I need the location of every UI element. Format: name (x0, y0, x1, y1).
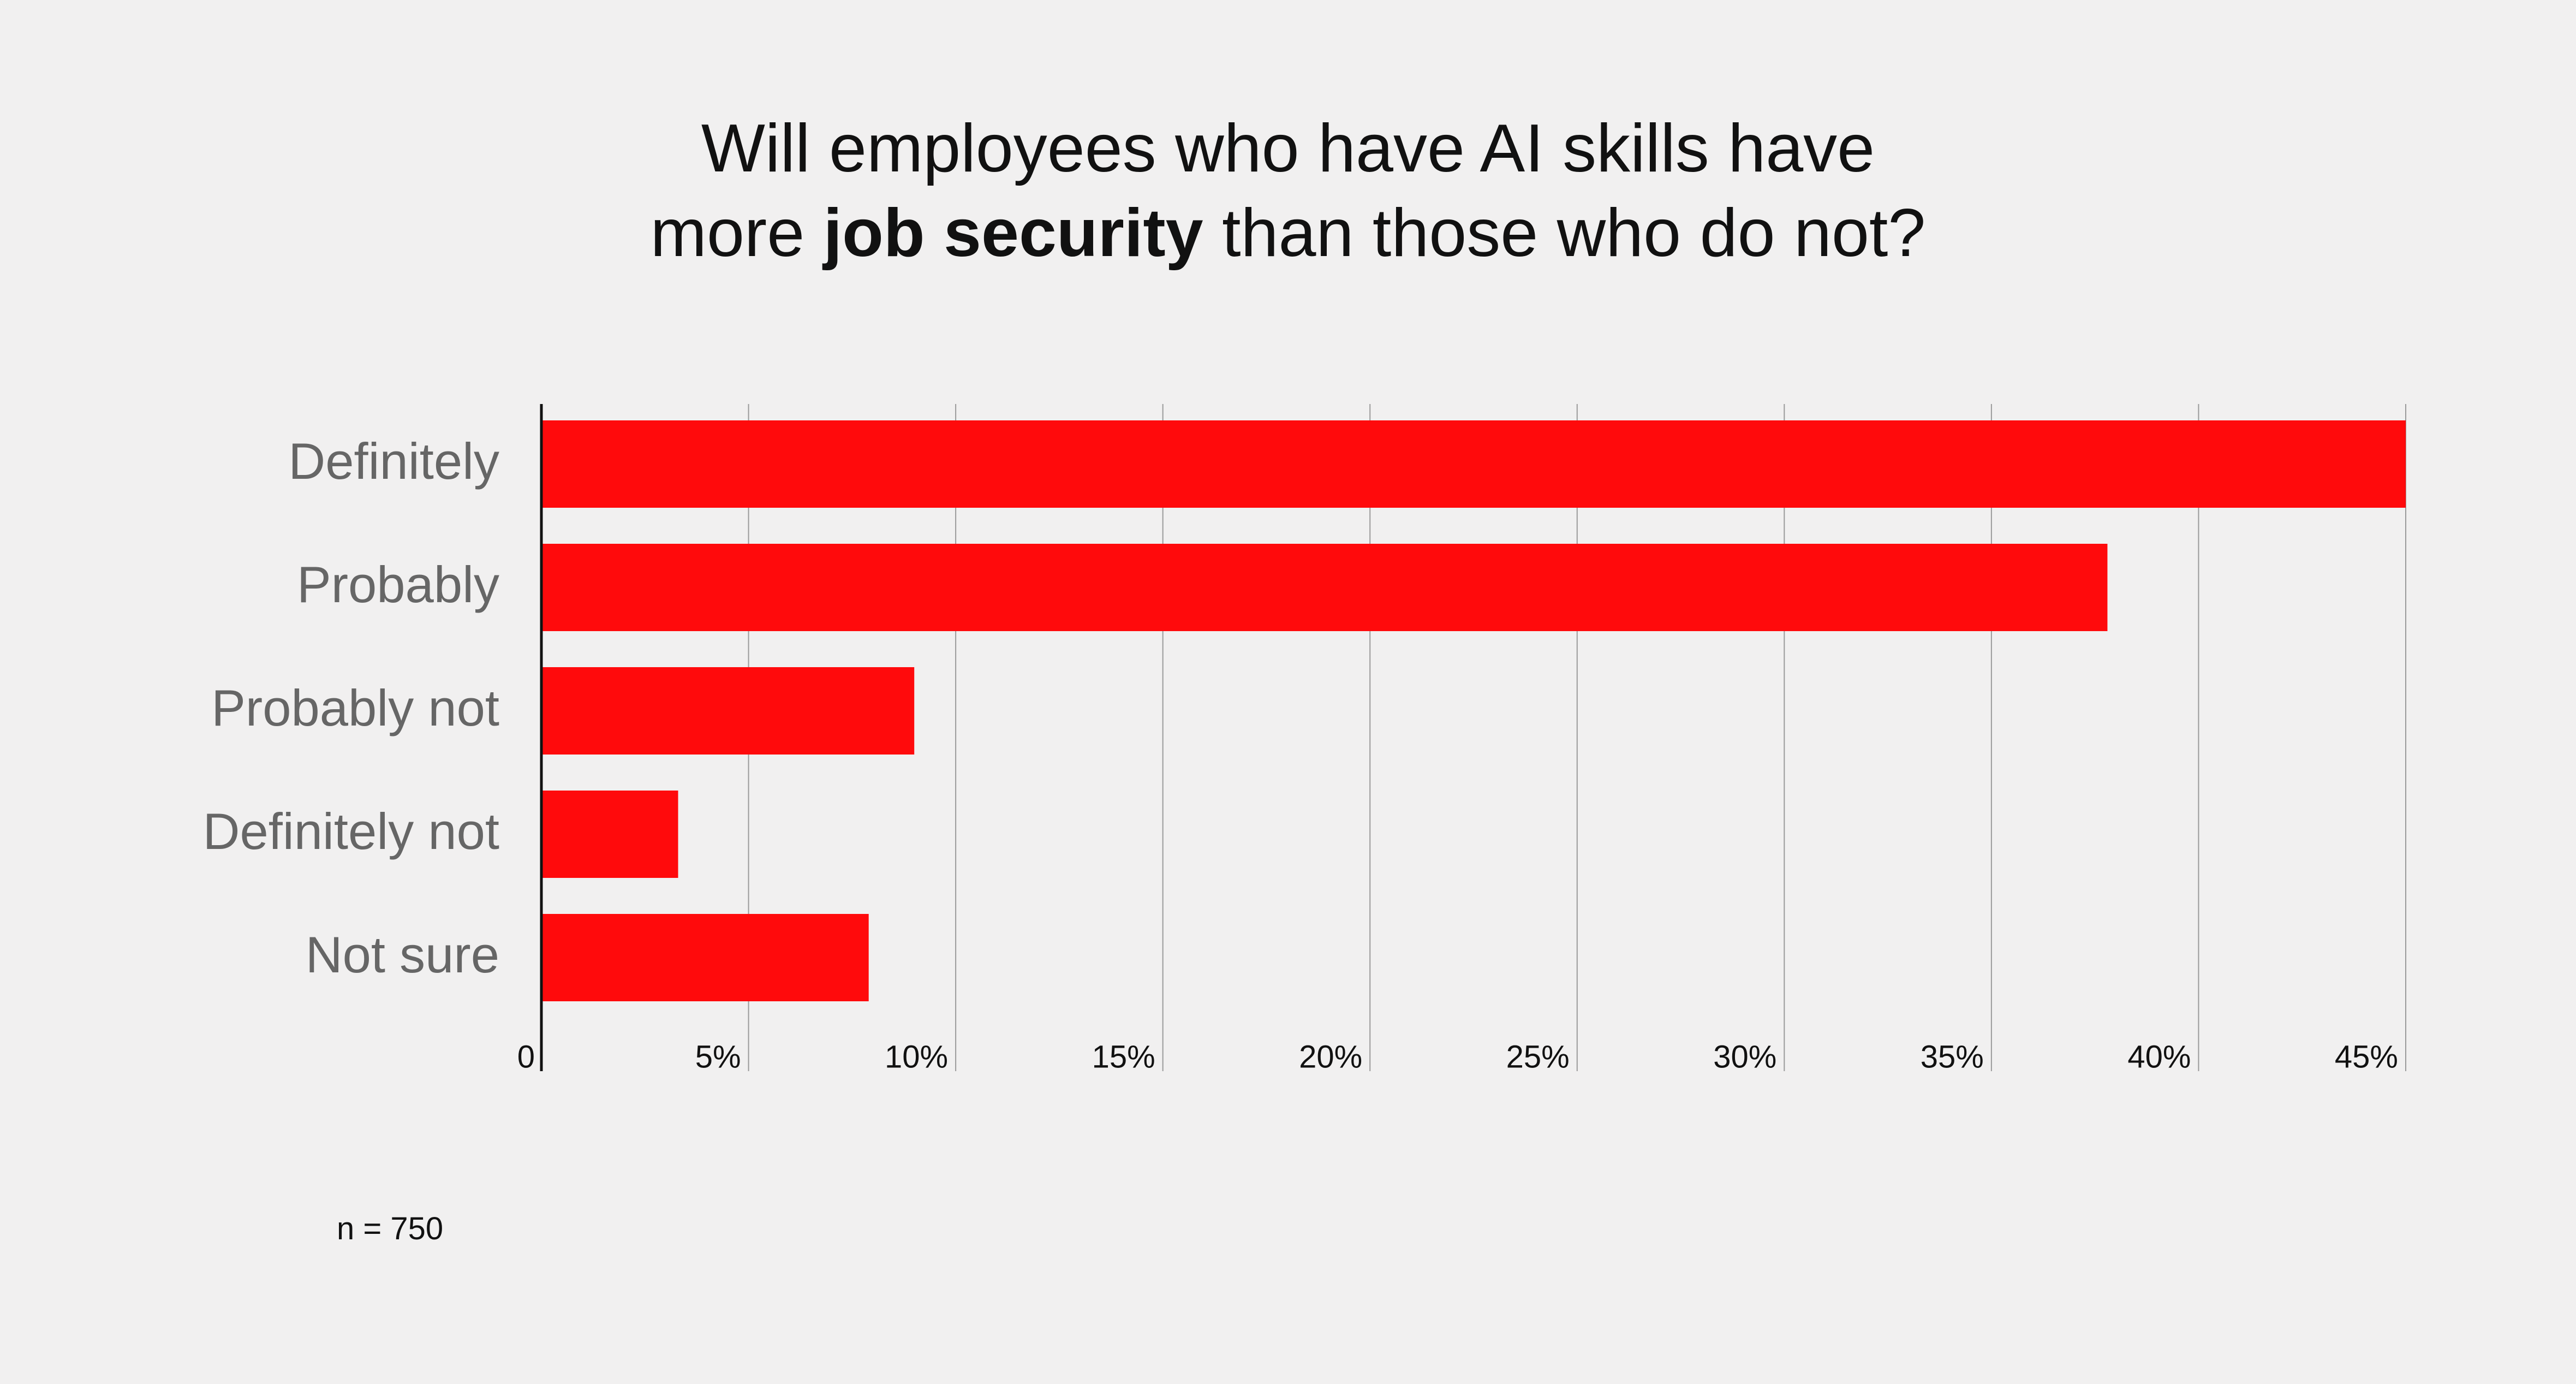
x-tick-label-0: 0 (517, 1039, 535, 1074)
x-tick-label-45: 45% (2335, 1039, 2398, 1074)
x-tick-label-40: 40% (2127, 1039, 2191, 1074)
bars (541, 420, 2406, 1001)
category-labels: Definitely Probably Probably not Definitely… (203, 432, 499, 983)
sample-size-note: n = 750 (337, 1211, 444, 1246)
bar-probably (541, 544, 2108, 631)
x-tick-label-30: 30% (1713, 1039, 1776, 1074)
chart-title-suffix: than those who do not? (1203, 195, 1926, 271)
chart-title-emphasis: job security (823, 195, 1203, 271)
x-tick-label-20: 20% (1299, 1039, 1362, 1074)
bar-probably-not (541, 667, 915, 755)
bar-definitely-not (541, 791, 678, 878)
chart-title-prefix: more (650, 195, 824, 271)
bar-definitely (541, 420, 2406, 508)
chart-title-line-1: Will employees who have AI skills have (0, 115, 2576, 182)
x-tick-label-10: 10% (885, 1039, 948, 1074)
category-label-definitely-not: Definitely not (203, 803, 499, 860)
x-tick-label-15: 15% (1092, 1039, 1155, 1074)
x-tick-label-5: 5% (695, 1039, 741, 1074)
category-label-probably-not: Probably not (211, 679, 499, 736)
bar-not-sure (541, 914, 869, 1001)
tick-labels: 0 5% 10% 15% 20% 25% 30% 35% 40% 45% (517, 1039, 2398, 1074)
category-label-probably: Probably (297, 556, 499, 613)
chart-title-line-2: more job security than those who do not? (0, 199, 2576, 267)
category-label-not-sure: Not sure (306, 926, 499, 983)
x-tick-label-35: 35% (1921, 1039, 1984, 1074)
chart-title-text-1: Will employees who have AI skills have (701, 111, 1875, 186)
category-label-definitely: Definitely (288, 432, 499, 490)
x-tick-label-25: 25% (1506, 1039, 1570, 1074)
